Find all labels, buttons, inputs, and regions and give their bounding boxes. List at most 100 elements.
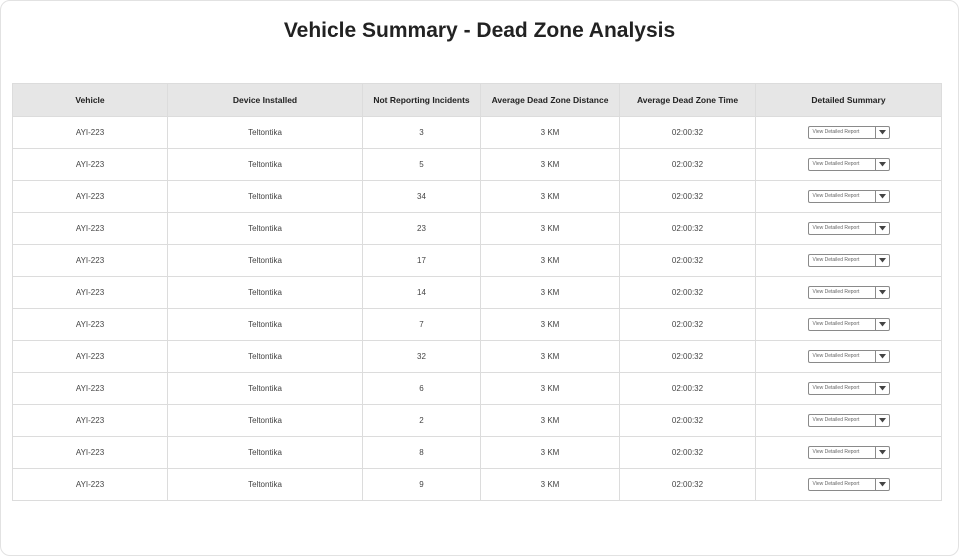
table-row: AYI-223 Teltontika 34 3 KM 02:00:32 View Deta… [12,180,942,213]
time-cell: 02:00:32 [619,468,756,501]
incidents-cell: 23 [362,212,481,245]
distance-cell: 3 KM [480,340,620,373]
incidents-cell: 32 [362,340,481,373]
view-detailed-report-dropdown[interactable]: View Detailed Report [807,318,890,331]
column-header-vehicle: Vehicle [12,83,168,117]
dropdown-selected-value: View Detailed Report [812,225,860,231]
distance-cell: 3 KM [480,468,620,501]
dropdown-selected-value: View Detailed Report [812,321,860,327]
table-header-row: Vehicle Device Installed Not Reporting I… [12,83,942,117]
chevron-down-icon[interactable] [874,127,889,138]
distance-cell: 3 KM [480,212,620,245]
incidents-cell: 17 [362,244,481,277]
incidents-cell: 2 [362,404,481,437]
view-detailed-report-dropdown[interactable]: View Detailed Report [807,222,890,235]
vehicle-cell: AYI-223 [12,148,168,181]
device-cell: Teltontika [167,468,363,501]
incidents-cell: 7 [362,308,481,341]
summary-cell: View Detailed Report [755,276,942,309]
summary-cell: View Detailed Report [755,244,942,277]
time-cell: 02:00:32 [619,148,756,181]
dropdown-selected-value: View Detailed Report [812,289,860,295]
incidents-cell: 9 [362,468,481,501]
summary-cell: View Detailed Report [755,148,942,181]
dead-zone-table: Vehicle Device Installed Not Reporting I… [12,83,942,501]
dropdown-selected-value: View Detailed Report [812,129,860,135]
table-body: AYI-223 Teltontika 3 3 KM 02:00:32 View Detai… [12,116,942,501]
time-cell: 02:00:32 [619,340,756,373]
time-cell: 02:00:32 [619,308,756,341]
view-detailed-report-dropdown[interactable]: View Detailed Report [807,286,890,299]
incidents-cell: 6 [362,372,481,405]
chevron-down-icon[interactable] [874,447,889,458]
distance-cell: 3 KM [480,244,620,277]
incidents-cell: 34 [362,180,481,213]
summary-cell: View Detailed Report [755,116,942,149]
dropdown-selected-value: View Detailed Report [812,481,860,487]
incidents-cell: 14 [362,276,481,309]
chevron-down-icon[interactable] [874,191,889,202]
summary-cell: View Detailed Report [755,180,942,213]
vehicle-cell: AYI-223 [12,372,168,405]
incidents-cell: 5 [362,148,481,181]
view-detailed-report-dropdown[interactable]: View Detailed Report [807,158,890,171]
chevron-down-icon[interactable] [874,479,889,490]
summary-cell: View Detailed Report [755,212,942,245]
view-detailed-report-dropdown[interactable]: View Detailed Report [807,478,890,491]
distance-cell: 3 KM [480,308,620,341]
table-row: AYI-223 Teltontika 14 3 KM 02:00:32 View Deta… [12,276,942,309]
time-cell: 02:00:32 [619,372,756,405]
dropdown-selected-value: View Detailed Report [812,257,860,263]
chevron-down-icon[interactable] [874,351,889,362]
summary-cell: View Detailed Report [755,404,942,437]
chevron-down-icon[interactable] [874,287,889,298]
distance-cell: 3 KM [480,404,620,437]
view-detailed-report-dropdown[interactable]: View Detailed Report [807,414,890,427]
table-row: AYI-223 Teltontika 23 3 KM 02:00:32 View Deta… [12,212,942,245]
dropdown-selected-value: View Detailed Report [812,449,860,455]
view-detailed-report-dropdown[interactable]: View Detailed Report [807,190,890,203]
table-row: AYI-223 Teltontika 2 3 KM 02:00:32 View Detai… [12,404,942,437]
table-header: Vehicle Device Installed Not Reporting I… [12,83,942,117]
dropdown-selected-value: View Detailed Report [812,161,860,167]
view-detailed-report-dropdown[interactable]: View Detailed Report [807,126,890,139]
view-detailed-report-dropdown[interactable]: View Detailed Report [807,254,890,267]
summary-cell: View Detailed Report [755,308,942,341]
table-row: AYI-223 Teltontika 32 3 KM 02:00:32 View Deta… [12,340,942,373]
view-detailed-report-dropdown[interactable]: View Detailed Report [807,382,890,395]
vehicle-cell: AYI-223 [12,340,168,373]
distance-cell: 3 KM [480,436,620,469]
time-cell: 02:00:32 [619,436,756,469]
table-row: AYI-223 Teltontika 17 3 KM 02:00:32 View Deta… [12,244,942,277]
summary-cell: View Detailed Report [755,372,942,405]
vehicle-cell: AYI-223 [12,116,168,149]
distance-cell: 3 KM [480,276,620,309]
chevron-down-icon[interactable] [874,159,889,170]
time-cell: 02:00:32 [619,404,756,437]
page-title: Vehicle Summary - Dead Zone Analysis [283,19,676,42]
distance-cell: 3 KM [480,116,620,149]
table-row: AYI-223 Teltontika 5 3 KM 02:00:32 View Detai… [12,148,942,181]
chevron-down-icon[interactable] [874,255,889,266]
device-cell: Teltontika [167,436,363,469]
view-detailed-report-dropdown[interactable]: View Detailed Report [807,350,890,363]
chevron-down-icon[interactable] [874,383,889,394]
chevron-down-icon[interactable] [874,319,889,330]
time-cell: 02:00:32 [619,244,756,277]
vehicle-cell: AYI-223 [12,244,168,277]
dropdown-selected-value: View Detailed Report [812,417,860,423]
device-cell: Teltontika [167,180,363,213]
device-cell: Teltontika [167,372,363,405]
chevron-down-icon[interactable] [874,223,889,234]
table-row: AYI-223 Teltontika 7 3 KM 02:00:32 View Detai… [12,308,942,341]
column-header-incidents: Not Reporting Incidents [362,83,481,117]
device-cell: Teltontika [167,148,363,181]
view-detailed-report-dropdown[interactable]: View Detailed Report [807,446,890,459]
summary-cell: View Detailed Report [755,468,942,501]
vehicle-cell: AYI-223 [12,180,168,213]
dropdown-selected-value: View Detailed Report [812,193,860,199]
chevron-down-icon[interactable] [874,415,889,426]
device-cell: Teltontika [167,404,363,437]
device-cell: Teltontika [167,340,363,373]
incidents-cell: 3 [362,116,481,149]
